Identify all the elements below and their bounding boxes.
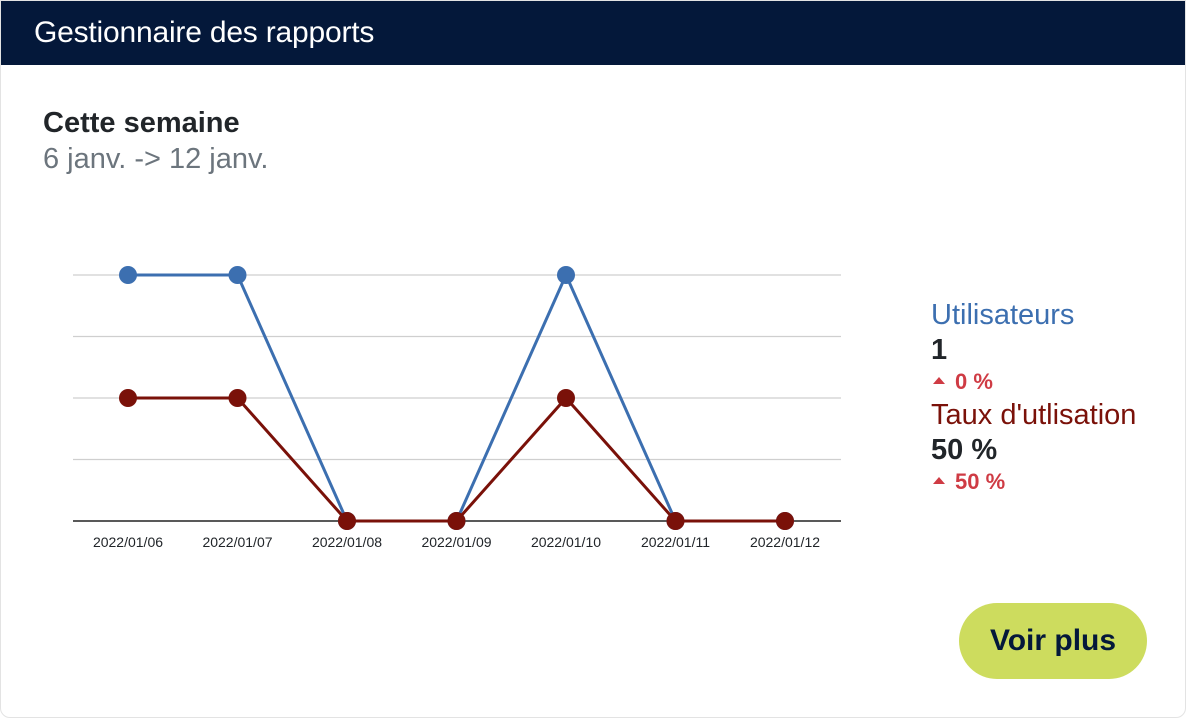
usage-data-point (557, 389, 575, 407)
usage-change-value: 50 % (955, 469, 1006, 494)
users-data-point (228, 266, 247, 284)
x-tick-label: 2022/01/11 (641, 534, 710, 550)
x-tick-label: 2022/01/12 (750, 534, 820, 550)
x-tick-label: 2022/01/08 (312, 534, 382, 550)
usage-data-point (666, 512, 685, 530)
usage-data-point (228, 389, 247, 407)
usage-data-point (447, 512, 466, 530)
users-stat-value: 1 (931, 334, 948, 366)
caret-up-icon (933, 476, 945, 484)
x-tick-label: 2022/01/10 (531, 534, 601, 550)
users-data-point (557, 266, 575, 284)
stats-panel: Utilisateurs 1 0 % Taux d'utlisation 50 … (931, 297, 1181, 497)
users-data-point (119, 266, 137, 284)
usage-stat-label: Taux d'utlisation (931, 399, 1137, 431)
period-title: Cette semaine (43, 107, 240, 139)
users-stat-change: 0 % (931, 367, 1181, 397)
caret-up-icon (933, 376, 945, 384)
usage-data-point (776, 512, 794, 530)
see-more-button[interactable]: Voir plus (959, 603, 1147, 679)
weekly-line-chart: 2022/01/06 2022/01/07 2022/01/08 2022/01/09… (73, 266, 841, 550)
header-title: Gestionnaire des rapports (34, 16, 375, 49)
usage-data-point (338, 512, 356, 530)
period-range: 6 janv. -> 12 janv. (43, 143, 269, 175)
usage-stat-change: 50 % (931, 467, 1181, 497)
users-stat-label: Utilisateurs (931, 299, 1075, 331)
x-tick-label: 2022/01/09 (421, 534, 491, 550)
usage-data-point (119, 389, 137, 407)
usage-stat-value: 50 % (931, 434, 998, 466)
x-tick-label: 2022/01/06 (93, 534, 163, 550)
card-header: Gestionnaire des rapports (1, 1, 1185, 65)
users-change-value: 0 % (955, 369, 993, 394)
x-tick-label: 2022/01/07 (202, 534, 272, 550)
